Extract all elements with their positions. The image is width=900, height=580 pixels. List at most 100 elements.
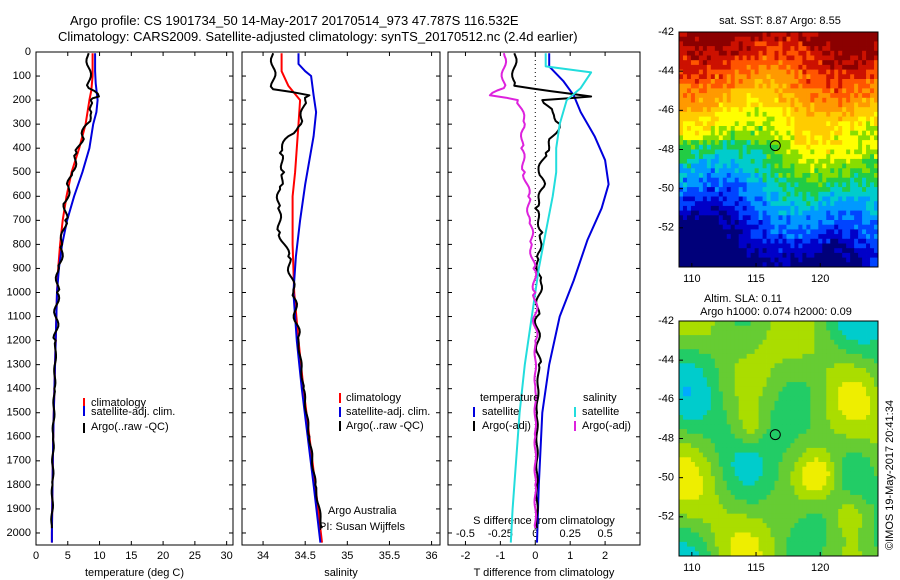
map-cell <box>846 325 851 331</box>
map-cell <box>730 154 736 160</box>
map-cell <box>690 339 696 345</box>
map-cell <box>694 36 700 42</box>
map-cell <box>814 382 819 388</box>
map-cell <box>862 523 867 529</box>
map-cell <box>846 438 851 444</box>
map-cell <box>710 97 716 103</box>
map-cell <box>746 248 752 254</box>
map-cell <box>854 363 859 369</box>
map-cell <box>742 476 748 482</box>
legend-label-sal-satellite: satellite <box>582 406 619 418</box>
map-cell <box>874 130 879 136</box>
map-cell <box>694 163 700 169</box>
map-cell <box>734 158 740 164</box>
map-cell <box>698 518 704 524</box>
map-cell <box>818 215 823 221</box>
map-cell <box>838 494 843 500</box>
map-cell <box>706 69 712 75</box>
map-cell <box>698 126 704 132</box>
map-cell <box>742 471 748 477</box>
map-cell <box>754 149 759 155</box>
map-cell <box>746 74 752 80</box>
map-cell <box>686 135 692 141</box>
map-cell <box>734 438 740 444</box>
map-cell <box>750 330 756 336</box>
map-cell <box>710 234 716 240</box>
map-cell <box>702 173 708 179</box>
map-cell <box>806 173 811 179</box>
map-cell <box>790 335 795 341</box>
map-cell <box>786 130 791 136</box>
map-cell <box>686 368 692 374</box>
map-cell <box>686 205 692 211</box>
map-cell <box>726 126 732 132</box>
map-cell <box>826 415 831 421</box>
map-cell <box>686 191 692 197</box>
map-cell <box>870 462 875 468</box>
map-cell <box>686 107 692 113</box>
map-cell <box>798 238 803 244</box>
map-cell <box>730 363 736 369</box>
map-cell <box>726 130 732 136</box>
map-cell <box>766 339 771 345</box>
map-cell <box>754 140 759 146</box>
map-cell <box>858 144 863 150</box>
map-cell <box>846 187 851 193</box>
map-cell <box>818 377 823 383</box>
map-cell <box>838 191 843 197</box>
map-cell <box>766 447 771 453</box>
map-cell <box>774 443 779 449</box>
map-cell <box>750 111 756 117</box>
map-cell <box>790 368 795 374</box>
map-cell <box>782 410 787 416</box>
map-cell <box>794 443 799 449</box>
map-cell <box>838 64 843 70</box>
map-cell <box>766 205 771 211</box>
map-cell <box>758 349 763 355</box>
map-cell <box>710 215 716 221</box>
map-cell <box>786 513 791 519</box>
map-cell <box>822 382 827 388</box>
map-cell <box>690 64 696 70</box>
map-cell <box>842 494 847 500</box>
map-cell <box>730 494 736 500</box>
map-cell <box>798 321 803 327</box>
map-cell <box>758 46 763 52</box>
map-cell <box>694 173 700 179</box>
map-cell <box>782 229 787 235</box>
map-cell <box>802 201 807 207</box>
map-cell <box>706 518 712 524</box>
map-cell <box>814 182 819 188</box>
map-cell <box>814 485 819 491</box>
map-cell <box>770 135 775 141</box>
map-cell <box>782 509 787 515</box>
map-cell <box>682 32 688 38</box>
map-cell <box>830 79 835 85</box>
map-cell <box>754 257 759 263</box>
map-cell <box>706 494 712 500</box>
map-cell <box>818 210 823 216</box>
map-cell <box>726 471 732 477</box>
map-cell <box>858 215 863 221</box>
map-cell <box>782 344 787 350</box>
map-cell <box>834 485 839 491</box>
map-cell <box>838 168 843 174</box>
map-cell <box>806 523 811 529</box>
map-cell <box>742 349 748 355</box>
legend-label-temp-argo: Argo(-adj) <box>482 420 531 432</box>
map-cell <box>682 93 688 99</box>
map-cell <box>718 372 724 378</box>
map-cell <box>810 163 815 169</box>
map-cell <box>722 523 728 529</box>
map-cell <box>830 509 835 515</box>
map-cell <box>842 97 847 103</box>
map-cell <box>770 229 775 235</box>
map-cell <box>698 433 704 439</box>
map-cell <box>686 248 692 254</box>
map-cell <box>798 424 803 430</box>
map-cell <box>778 144 783 150</box>
map-cell <box>766 443 771 449</box>
map-cell <box>774 149 779 155</box>
map-cell <box>818 55 823 61</box>
map-cell <box>874 386 879 392</box>
